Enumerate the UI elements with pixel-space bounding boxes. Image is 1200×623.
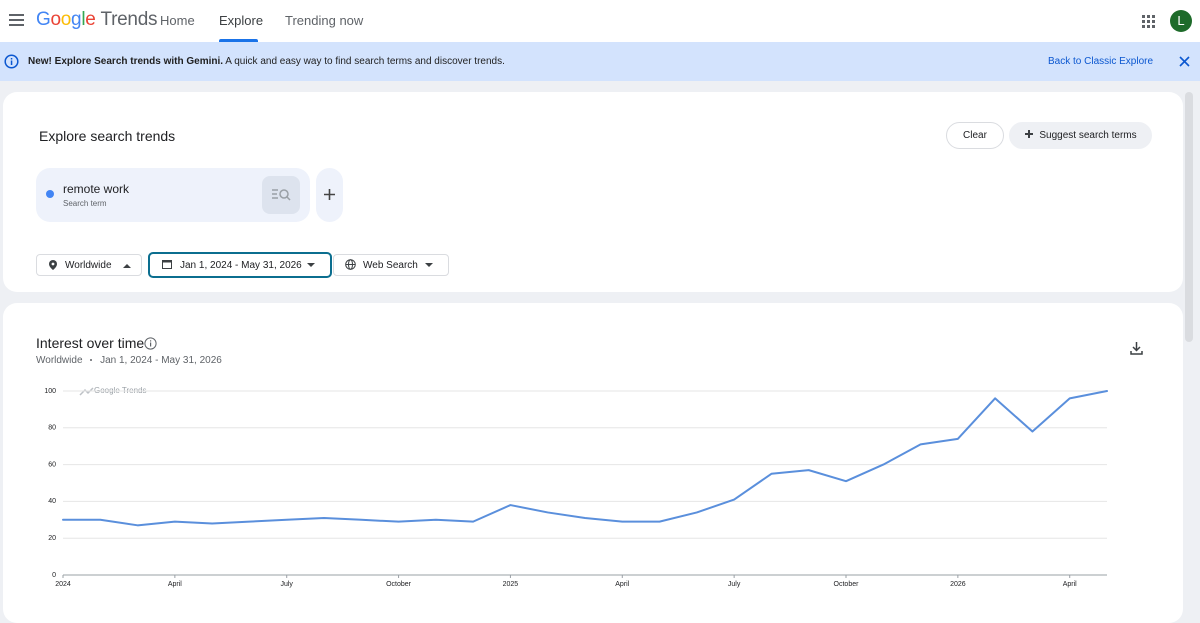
menu-button[interactable] bbox=[9, 13, 25, 27]
interest-location: Worldwide bbox=[36, 355, 83, 366]
x-tick-label: July bbox=[728, 581, 741, 588]
interest-date: Jan 1, 2024 - May 31, 2026 bbox=[100, 355, 222, 366]
dropdown-arrow bbox=[307, 263, 315, 267]
series-dot bbox=[46, 190, 54, 198]
y-tick-label: 100 bbox=[44, 388, 56, 395]
term-chip[interactable]: remote work Search term bbox=[36, 168, 310, 222]
info-icon bbox=[4, 54, 19, 69]
logo-letter: l bbox=[81, 9, 86, 30]
logo-letter: e bbox=[85, 9, 96, 30]
location: Worldwide bbox=[65, 260, 112, 271]
top-bar: Google Trends Home Explore Trending now L bbox=[0, 0, 1200, 42]
x-tick-label: April bbox=[1063, 581, 1077, 588]
calendar-icon bbox=[162, 260, 172, 269]
y-tick-label: 40 bbox=[48, 498, 56, 505]
x-tick-label: October bbox=[386, 581, 412, 588]
term: remote work bbox=[63, 182, 130, 196]
logo[interactable]: Google Trends bbox=[36, 9, 157, 31]
separator bbox=[90, 359, 93, 362]
term-search-button[interactable] bbox=[262, 176, 300, 214]
logo-product: Trends bbox=[100, 9, 158, 30]
clear-button[interactable]: Clear bbox=[946, 122, 1004, 149]
interest-title: Interest over time bbox=[36, 335, 145, 351]
interest-subtitle: Worldwide Jan 1, 2024 - May 31, 2026 bbox=[36, 355, 222, 366]
sparkle-icon bbox=[1025, 130, 1034, 138]
date-range: Jan 1, 2024 - May 31, 2026 bbox=[180, 260, 302, 271]
avatar[interactable]: L bbox=[1170, 10, 1192, 32]
y-tick-label: 20 bbox=[48, 535, 56, 542]
search-type-select[interactable]: Web Search bbox=[333, 254, 449, 276]
scrollbar[interactable] bbox=[1185, 92, 1193, 342]
nav-home[interactable]: Home bbox=[160, 13, 195, 28]
classic-link[interactable]: Back to Classic Explore bbox=[1048, 56, 1154, 67]
y-tick-label: 60 bbox=[48, 461, 56, 468]
banner-bold: New! Explore Search trends with Gemini. bbox=[28, 56, 224, 67]
suggest-button[interactable]: Suggest search terms bbox=[1009, 122, 1152, 149]
x-tick-label: April bbox=[168, 581, 182, 588]
nav-indicator bbox=[219, 39, 258, 42]
series-line bbox=[62, 390, 1108, 527]
explore-card: Explore search trends Clear Suggest sear… bbox=[3, 92, 1183, 292]
search-icon bbox=[272, 189, 291, 201]
y-tick-label: 0 bbox=[52, 572, 56, 579]
logo-letter: o bbox=[60, 9, 72, 30]
banner-text: A quick and easy way to find search term… bbox=[225, 56, 505, 67]
nav-trending[interactable]: Trending now bbox=[285, 13, 364, 28]
x-tick-label: 2026 bbox=[950, 581, 966, 588]
explore-title: Explore search trends bbox=[39, 128, 176, 144]
logo-letter: G bbox=[36, 9, 51, 30]
logo-letter: o bbox=[50, 9, 61, 30]
dropdown-arrow bbox=[123, 264, 131, 268]
download-button[interactable] bbox=[1130, 342, 1143, 355]
nav-explore[interactable]: Explore bbox=[219, 13, 264, 28]
search-type: Web Search bbox=[363, 260, 418, 271]
plus-icon bbox=[324, 189, 335, 200]
logo-letter: g bbox=[71, 9, 82, 30]
pin-icon bbox=[49, 260, 57, 270]
apps-button[interactable] bbox=[1142, 15, 1155, 28]
x-tick-label: 2025 bbox=[503, 581, 519, 588]
dropdown-arrow bbox=[425, 263, 433, 267]
y-tick-label: 80 bbox=[48, 425, 56, 432]
add-term-button[interactable] bbox=[316, 168, 343, 222]
suggest-label: Suggest search terms bbox=[1039, 130, 1137, 141]
x-tick-label: July bbox=[280, 581, 293, 588]
help-icon[interactable] bbox=[144, 337, 157, 350]
interest-card: Interest over time Worldwide Jan 1, 2024… bbox=[3, 303, 1183, 623]
globe-icon bbox=[345, 259, 356, 270]
close-button[interactable] bbox=[1179, 56, 1190, 67]
banner-message: New! Explore Search trends with Gemini. … bbox=[28, 56, 505, 67]
term-type: Search term bbox=[63, 199, 107, 208]
location-select[interactable]: Worldwide bbox=[36, 254, 142, 276]
x-tick-label: 2024 bbox=[55, 581, 71, 588]
date-select[interactable]: Jan 1, 2024 - May 31, 2026 bbox=[148, 252, 332, 278]
x-tick-label: April bbox=[615, 581, 629, 588]
banner: New! Explore Search trends with Gemini. … bbox=[0, 42, 1200, 81]
x-tick-label: October bbox=[834, 581, 860, 588]
